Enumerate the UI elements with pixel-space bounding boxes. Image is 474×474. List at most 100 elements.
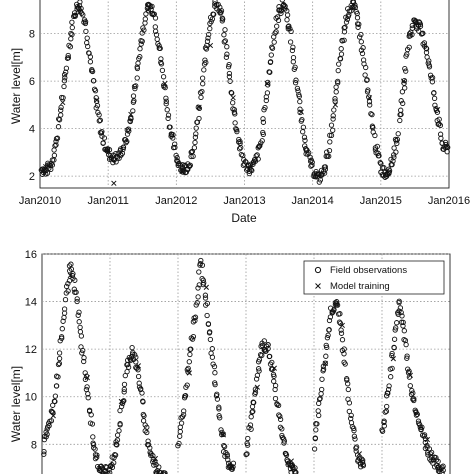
lower-data-point-circle — [334, 299, 340, 305]
lower-data-point-circle — [341, 351, 347, 357]
lower-data-point-circle — [196, 269, 202, 275]
lower-data-point-circle — [324, 335, 331, 341]
upper-data-point-circle — [137, 54, 143, 60]
lower-data-point-circle — [276, 412, 282, 418]
upper-data-point-circle — [87, 54, 94, 60]
lower-data-point-circle — [225, 457, 231, 463]
upper-data-point-circle — [67, 44, 74, 50]
legend-label-model-training: Model training — [330, 281, 390, 292]
upper-data-point-circle — [159, 67, 166, 74]
lower-data-point-circle — [121, 389, 127, 395]
upper-data-point-circle — [356, 21, 362, 27]
lower-data-point-circle — [337, 320, 344, 326]
upper-data-point-circle — [83, 28, 89, 35]
lower-data-point-x — [50, 413, 56, 419]
lower-data-point-circle — [272, 395, 279, 402]
upper-data-point-circle — [170, 132, 176, 138]
upper-data-point-circle — [125, 126, 132, 132]
upper-data-point-circle — [191, 145, 198, 151]
lower-data-point-circle — [198, 257, 204, 264]
upper-data-point-circle — [89, 68, 96, 75]
upper-data-point-circle — [246, 168, 252, 174]
lower-data-point-circle — [404, 355, 410, 361]
lower-data-point-circle — [56, 360, 63, 367]
lower-data-point-circle — [67, 268, 73, 274]
upper-data-point-circle — [335, 80, 341, 86]
upper-data-point-circle — [271, 39, 277, 45]
lower-data-point-circle — [217, 415, 223, 421]
lower-data-point-circle — [117, 421, 123, 427]
lower-data-point-circle — [150, 453, 156, 459]
upper-data-point-circle — [344, 16, 351, 22]
upper-data-point-circle — [198, 94, 204, 101]
lower-data-point-circle — [66, 278, 73, 284]
upper-data-point-circle — [226, 61, 232, 68]
lower-data-point-circle — [346, 400, 353, 406]
upper-data-point-circle — [255, 156, 261, 162]
upper-data-point-x — [247, 163, 253, 170]
lower-data-point-circle — [156, 464, 162, 470]
lower-data-point-circle — [403, 341, 409, 348]
upper-data-point-circle — [290, 59, 296, 65]
upper-data-point-circle — [44, 170, 51, 176]
lower-data-point-circle — [196, 282, 202, 288]
upper-data-point-circle — [267, 69, 273, 75]
upper-data-point-circle — [174, 155, 180, 161]
lower-data-point-circle — [205, 321, 212, 327]
lower-data-point-circle — [75, 312, 81, 318]
upper-data-point-circle — [87, 59, 94, 65]
lower-data-point-circle — [229, 466, 235, 472]
lower-data-point-circle — [41, 451, 47, 457]
lower-data-point-circle — [342, 361, 348, 367]
lower-data-point-circle — [324, 344, 330, 351]
upper-data-point-circle — [287, 39, 294, 45]
upper-data-point-circle — [409, 31, 415, 38]
lower-data-point-x — [390, 356, 396, 362]
upper-data-point-circle — [223, 54, 230, 60]
upper-data-point-circle — [225, 64, 232, 70]
lower-data-point-circle — [319, 386, 325, 393]
lower-data-point-circle — [136, 380, 142, 386]
lower-data-point-circle — [404, 353, 410, 359]
lower-data-point-circle — [408, 391, 415, 398]
lower-data-point-circle — [61, 306, 68, 312]
upper-data-point-circle — [259, 138, 265, 144]
upper-data-point-circle — [331, 107, 337, 113]
upper-data-point-circle — [436, 121, 442, 127]
upper-data-point-circle — [359, 50, 366, 57]
upper-data-point-circle — [400, 100, 406, 107]
upper-data-point-circle — [391, 154, 397, 160]
lower-data-point-circle — [277, 413, 283, 419]
upper-data-point-circle — [269, 45, 276, 51]
lower-data-point-circle — [338, 330, 345, 336]
upper-data-point-circle — [421, 40, 428, 46]
legend-x-marker — [315, 283, 321, 289]
lower-data-point-x — [118, 398, 124, 405]
upper-data-point-circle — [289, 47, 296, 54]
upper-data-point-circle — [300, 124, 307, 130]
lower-data-point-circle — [255, 366, 262, 372]
upper-data-point-circle — [206, 31, 212, 38]
upper-data-point-circle — [120, 144, 127, 151]
lower-data-point-circle — [181, 408, 187, 414]
upper-data-point-circle — [309, 159, 315, 165]
upper-data-point-circle — [195, 104, 201, 110]
lower-data-point-circle — [56, 350, 63, 356]
upper-data-point-circle — [327, 132, 333, 138]
lower-data-point-circle — [383, 393, 390, 399]
upper-data-point-circle — [292, 80, 299, 86]
lower-data-point-circle — [400, 319, 406, 326]
lower-data-point-x — [322, 360, 328, 367]
lower-data-point-x — [220, 432, 226, 438]
upper-data-point-circle — [389, 161, 395, 168]
upper-data-point-circle — [328, 122, 335, 128]
upper-data-point-circle — [236, 146, 243, 152]
lower-data-point-circle — [74, 296, 80, 302]
lower-data-point-circle — [199, 262, 206, 268]
upper-x-tick-label: Jan2010 — [19, 195, 61, 207]
upper-y-tick-label: 2 — [29, 171, 35, 183]
upper-data-point-circle — [53, 142, 59, 148]
lower-data-point-circle — [277, 424, 284, 430]
upper-data-point-circle — [68, 30, 74, 37]
lower-data-point-circle — [182, 393, 189, 399]
